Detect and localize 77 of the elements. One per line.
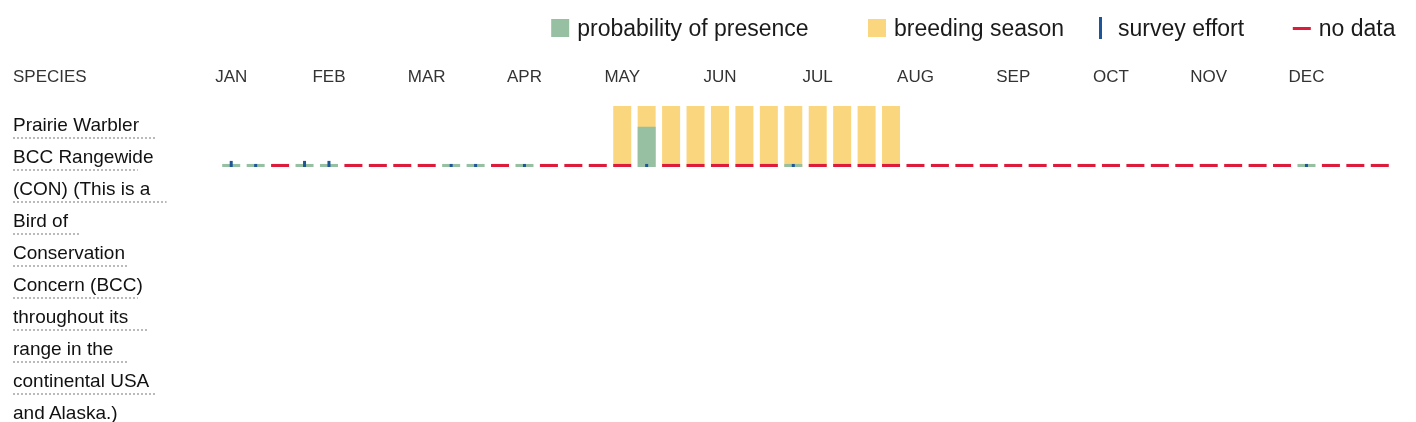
bar xyxy=(491,163,510,167)
x-tick-label: MAR xyxy=(407,67,446,86)
bar xyxy=(906,163,925,167)
bar xyxy=(857,163,876,167)
bar xyxy=(710,163,729,167)
x-tick-label: NOV xyxy=(1190,67,1228,86)
bar xyxy=(637,126,656,167)
bar xyxy=(449,163,453,167)
bar xyxy=(271,163,290,167)
bar xyxy=(759,106,778,167)
x-tick-label: DEC xyxy=(1288,67,1325,86)
bar xyxy=(564,163,583,167)
bar xyxy=(1028,163,1047,167)
bar xyxy=(833,163,852,167)
bar xyxy=(1321,163,1340,167)
text: SPECIES xyxy=(13,67,87,86)
x-tick-label: JUL xyxy=(802,67,833,86)
bar xyxy=(539,163,558,167)
x-tick-label: JAN xyxy=(215,67,248,86)
bar xyxy=(979,163,998,167)
bar xyxy=(955,163,974,167)
legend-label: no data xyxy=(1318,15,1396,41)
bar xyxy=(1126,163,1145,167)
bar xyxy=(735,106,754,167)
legend-label: breeding season xyxy=(894,15,1065,41)
bar xyxy=(759,163,778,167)
bar xyxy=(833,106,852,167)
bar xyxy=(1304,163,1308,167)
bar xyxy=(368,163,387,167)
bar xyxy=(1273,163,1292,167)
bar xyxy=(1053,163,1072,167)
x-tick-label: MAY xyxy=(604,67,641,86)
bar xyxy=(254,163,258,167)
bar xyxy=(522,163,526,167)
bar xyxy=(662,106,681,167)
bar xyxy=(1077,163,1096,167)
bar xyxy=(417,163,436,167)
x-tick-label: JUN xyxy=(703,67,737,86)
bar xyxy=(229,160,233,167)
x-tick-label: OCT xyxy=(1093,67,1129,86)
bar xyxy=(808,106,827,167)
x-tick-label: APR xyxy=(506,67,542,86)
bar xyxy=(857,106,876,167)
bar xyxy=(613,163,632,167)
bar xyxy=(882,163,901,167)
bar xyxy=(588,163,607,167)
bar xyxy=(1224,163,1243,167)
bar xyxy=(303,160,307,167)
bar xyxy=(344,163,363,167)
legend-label: probability of presence xyxy=(577,15,809,41)
bar xyxy=(1004,163,1023,167)
bar xyxy=(735,163,754,167)
bar xyxy=(1370,163,1389,167)
bar xyxy=(784,106,803,167)
bar xyxy=(686,163,705,167)
bar xyxy=(1175,163,1194,167)
bar xyxy=(1101,163,1120,167)
bar xyxy=(1248,163,1267,167)
bar xyxy=(327,160,331,167)
bar xyxy=(882,106,901,167)
bar xyxy=(393,163,412,167)
x-tick-label: AUG xyxy=(897,67,934,86)
bar xyxy=(930,163,949,167)
bar xyxy=(645,163,649,167)
bar xyxy=(1346,163,1365,167)
legend-label: survey effort xyxy=(1118,15,1245,41)
x-tick-label: FEB xyxy=(312,67,346,86)
bar xyxy=(474,163,478,167)
bar xyxy=(686,106,705,167)
bar xyxy=(1199,163,1218,167)
bar xyxy=(662,163,681,167)
bar xyxy=(613,106,632,167)
bar xyxy=(808,163,827,167)
bar xyxy=(791,163,795,167)
bar xyxy=(710,106,729,167)
bar xyxy=(1150,163,1169,167)
x-tick-label: SEP xyxy=(996,67,1031,86)
